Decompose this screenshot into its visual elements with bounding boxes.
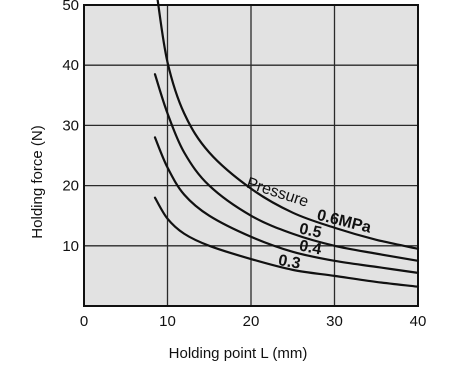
series-label-0.5: 0.5 bbox=[298, 221, 323, 242]
x-tick-label: 10 bbox=[159, 313, 176, 330]
x-axis-label: Holding point L (mm) bbox=[169, 345, 308, 362]
x-tick-label: 0 bbox=[80, 313, 88, 330]
y-tick-label: 50 bbox=[62, 0, 79, 14]
x-axis-ticks: 0 10 20 30 40 bbox=[80, 313, 427, 330]
y-tick-label: 40 bbox=[62, 57, 79, 74]
x-tick-label: 20 bbox=[243, 313, 260, 330]
x-tick-label: 40 bbox=[410, 313, 427, 330]
x-tick-label: 30 bbox=[326, 313, 343, 330]
series-lines bbox=[153, 0, 420, 288]
series-line-0.3 bbox=[153, 196, 420, 288]
y-tick-label: 10 bbox=[62, 238, 79, 255]
series-line-0.6MPa bbox=[156, 0, 420, 250]
series-label-0.3: 0.3 bbox=[277, 252, 302, 273]
y-tick-label: 30 bbox=[62, 117, 79, 134]
y-tick-label: 20 bbox=[62, 178, 79, 195]
plot-frame bbox=[83, 4, 419, 307]
y-axis-ticks: 10 20 30 40 50 bbox=[62, 0, 79, 255]
series-label-0.4: 0.4 bbox=[298, 238, 323, 259]
series-line-0.4 bbox=[153, 136, 420, 274]
series-line-0.5 bbox=[153, 73, 420, 262]
y-axis-label: Holding force (N) bbox=[29, 125, 46, 238]
